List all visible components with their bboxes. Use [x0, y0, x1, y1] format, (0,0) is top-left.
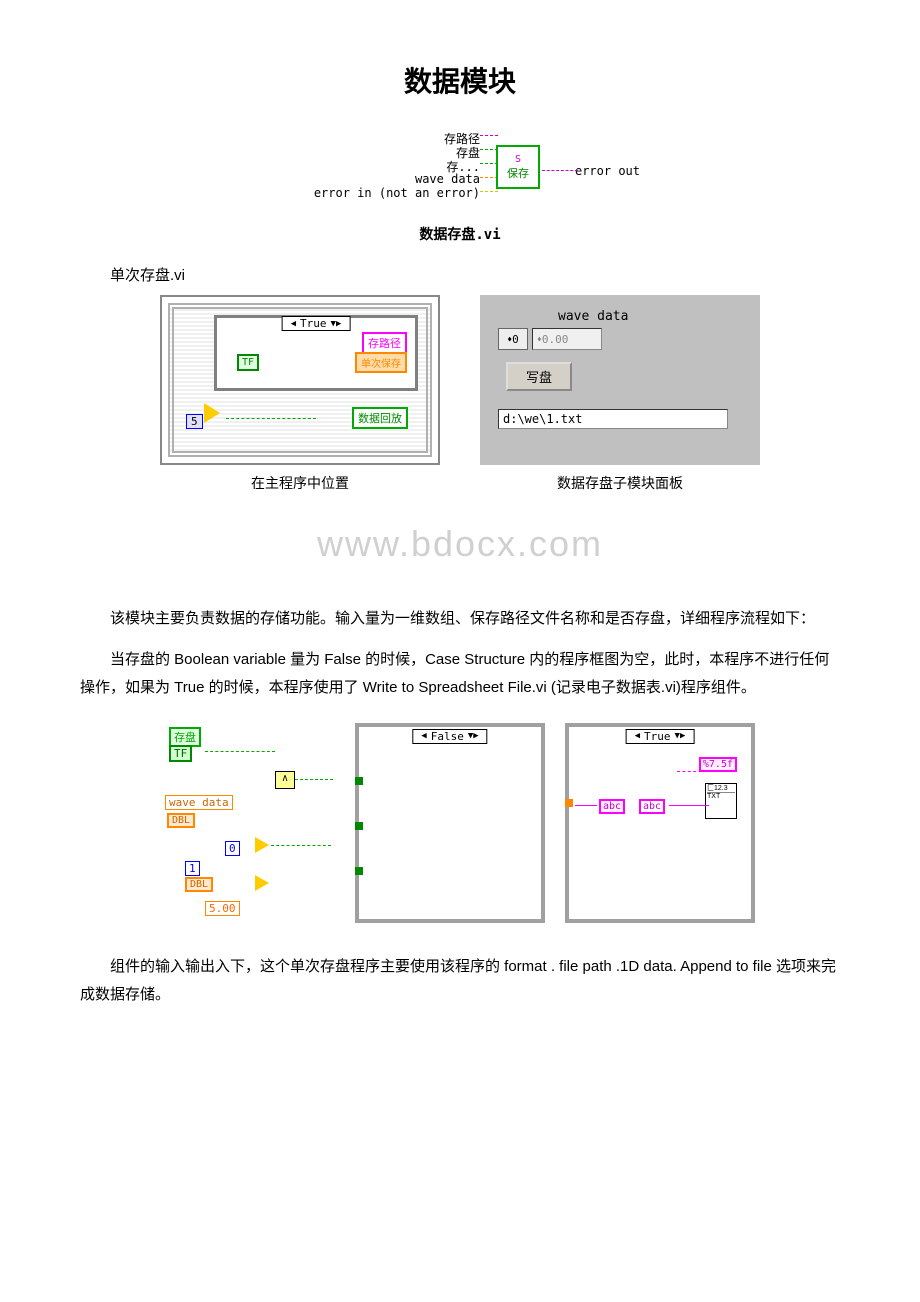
write-button[interactable]: 写盘	[506, 362, 572, 391]
dbl-terminal-2: DBL	[185, 877, 213, 892]
vi-icon-s: S	[515, 154, 521, 165]
watermark: www.bdocx.com	[80, 523, 840, 565]
replay-subvi: 数据回放	[352, 407, 408, 429]
array-label: wave data	[558, 309, 742, 324]
path-indicator[interactable]: d:\we\1.txt	[498, 409, 728, 429]
paragraph-1: 该模块主要负责数据的存储功能。输入量为一维数组、保存路径文件名称和是否存盘，详细…	[80, 605, 840, 634]
tunnel-true-1	[565, 799, 573, 807]
paragraph-2: 当存盘的 Boolean variable 量为 False 的时候，Case …	[80, 646, 840, 703]
const-0: 0	[225, 841, 240, 856]
tunnel-3	[355, 867, 363, 875]
case-value: True	[300, 317, 327, 330]
vi-filename: 数据存盘.vi	[419, 224, 500, 244]
main-block-diagram: ◀ True ▼▶ 存路径 TF 单次保存 5 数据回放	[160, 295, 440, 465]
const-5: 5	[186, 414, 203, 429]
section-label: 单次存盘.vi	[110, 264, 840, 285]
case-selector[interactable]: ◀ True ▼▶	[282, 316, 351, 331]
abc-node-2: abc	[639, 799, 665, 814]
case-true-diagram: ◀ True ▼▶ %7.5f abc abc 匚12.3 TXT	[565, 723, 755, 923]
diagram-controls: 存盘 TF ∧ wave data DBL 0 1 DBL 5.00	[165, 723, 335, 923]
vi-icon-text: 保存	[507, 165, 529, 181]
compare-node	[204, 403, 220, 423]
const-5: 5.00	[205, 901, 240, 916]
path-local-var: 存路径	[362, 332, 407, 354]
abc-node-1: abc	[599, 799, 625, 814]
conn-input-error: error in (not an error)	[314, 186, 480, 200]
caption-right: 数据存盘子模块面板	[557, 473, 683, 493]
save-control-label: 存盘	[169, 727, 201, 747]
tunnel-2	[355, 822, 363, 830]
conn-input-wave: wave data	[415, 172, 480, 186]
array-index-control[interactable]: ♦0	[498, 328, 528, 350]
write-spreadsheet-icon: 匚12.3 TXT	[705, 783, 737, 819]
caption-left: 在主程序中位置	[251, 473, 349, 493]
case-false-value: False	[431, 730, 464, 743]
front-panel: wave data ♦0 ♦0.00 写盘 d:\we\1.txt	[480, 295, 760, 465]
less-than-node	[255, 875, 269, 891]
not-equal-node	[255, 837, 269, 853]
vi-connector-pane: 存路径 存盘 存... wave data error in (not an e…	[80, 130, 840, 244]
const-1: 1	[185, 861, 200, 876]
vi-icon: S 保存	[496, 145, 540, 189]
page-title: 数据模块	[80, 60, 840, 100]
case-true-selector[interactable]: ◀ True ▼▶	[626, 729, 695, 744]
save-subvi: 单次保存	[355, 352, 407, 373]
format-string: %7.5f	[699, 757, 737, 772]
tf-terminal: TF	[169, 745, 192, 762]
conn-output-error: error out	[575, 164, 640, 178]
tf-constant: TF	[237, 354, 259, 371]
paragraph-3: 组件的输入输出入下，这个单次存盘程序主要使用该程序的 format . file…	[80, 953, 840, 1010]
case-true-value: True	[644, 730, 671, 743]
and-gate: ∧	[275, 771, 295, 789]
wave-data-label: wave data	[165, 795, 233, 810]
tunnel-1	[355, 777, 363, 785]
case-false-selector[interactable]: ◀ False ▼▶	[412, 729, 487, 744]
case-false-diagram: ◀ False ▼▶	[355, 723, 545, 923]
array-value-control[interactable]: ♦0.00	[532, 328, 602, 350]
dbl-terminal-1: DBL	[167, 813, 195, 828]
